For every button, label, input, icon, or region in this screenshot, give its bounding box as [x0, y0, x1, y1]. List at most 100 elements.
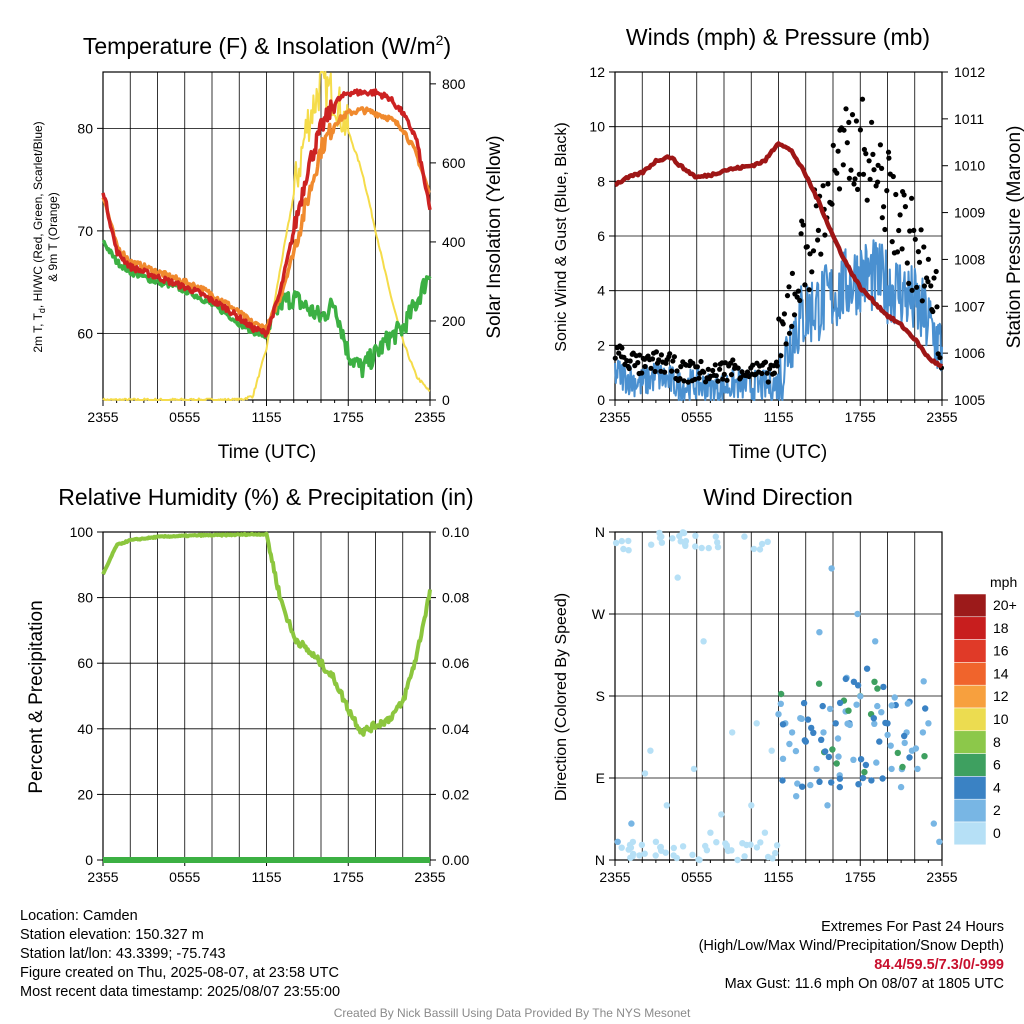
direction-point [775, 711, 782, 718]
gust-point [698, 358, 704, 365]
legend-swatch [953, 776, 987, 800]
direction-point [857, 756, 865, 763]
direction-point [857, 693, 864, 700]
direction-point [925, 720, 932, 727]
direction-point [656, 534, 664, 542]
direction-point [741, 533, 748, 540]
direction-point [832, 720, 839, 727]
gust-point [678, 364, 684, 370]
direction-point [815, 680, 823, 687]
direction-point [807, 781, 814, 789]
gust-point [690, 360, 696, 366]
speed-legend-title: mph [990, 574, 1017, 590]
gust-point [685, 379, 691, 385]
gust-point [879, 215, 885, 221]
direction-point [863, 665, 871, 672]
direction-point [656, 529, 663, 537]
gust-point [937, 355, 943, 361]
max-gust: Max Gust: 11.6 mph On 08/07 at 1805 UTC [724, 976, 1004, 992]
direction-point [677, 538, 684, 545]
direction-point [874, 702, 881, 710]
gust-point [867, 176, 873, 182]
gust-point [844, 140, 850, 146]
gust-point [896, 227, 902, 234]
direction-point [652, 838, 660, 845]
temperature-xtick-label: 2355 [414, 409, 445, 425]
gust-point [750, 362, 756, 368]
legend-label: 14 [993, 665, 1009, 681]
direction-point [919, 729, 927, 736]
gust-point [694, 364, 701, 370]
gust-point [890, 173, 896, 180]
direction-point [872, 638, 879, 645]
temperature-xtick-label: 1755 [333, 409, 364, 425]
direction-point [673, 854, 680, 862]
humidity-ytick-right-label: 0.06 [442, 655, 469, 671]
direction-point [707, 829, 714, 836]
direction-point [914, 765, 921, 773]
station-elevation: Station elevation: 150.327 m [20, 927, 204, 943]
gust-point [800, 222, 806, 228]
direction-point [810, 729, 817, 736]
gust-point [879, 165, 885, 171]
gust-point [881, 204, 887, 210]
gust-point [715, 378, 721, 384]
direction-ytick-label: N [595, 524, 605, 540]
gust-point [674, 368, 680, 374]
direction-point [876, 738, 883, 745]
direction-point [842, 675, 849, 683]
direction-point [871, 678, 878, 685]
gust-point [882, 226, 888, 233]
temperature-ytick-label: 60 [77, 325, 93, 341]
humidity-ytick-label: 60 [77, 655, 93, 671]
legend-label: 4 [993, 779, 1001, 795]
gust-point [815, 227, 822, 233]
gust-point [807, 251, 813, 257]
direction-point [891, 694, 898, 701]
direction-point [901, 739, 908, 747]
legend-label: 6 [993, 757, 1001, 773]
legend-swatch [953, 730, 987, 754]
winds-ytick-right-label: 1008 [954, 251, 985, 267]
legend-swatch [953, 662, 987, 686]
gust-point [765, 379, 771, 385]
legend-swatch [953, 798, 987, 823]
gust-point [717, 366, 723, 372]
gust-point [877, 142, 884, 148]
gust-point [843, 106, 849, 112]
gust-point [860, 171, 867, 177]
winds-ytick-right-label: 1009 [954, 205, 985, 221]
gust-point [762, 359, 769, 365]
gust-point [931, 275, 937, 281]
direction-point [748, 802, 755, 809]
direction-point [625, 537, 632, 545]
direction-point [753, 844, 761, 851]
direction-point [625, 547, 632, 554]
gust-point [720, 376, 726, 382]
direction-point [638, 841, 646, 849]
gust-point [616, 350, 622, 356]
direction-point [826, 705, 834, 713]
gust-point [840, 162, 846, 168]
direction-point [845, 707, 852, 714]
direction-point [680, 529, 688, 537]
gust-point [798, 231, 804, 237]
gust-point [806, 287, 812, 293]
direction-point [899, 763, 906, 771]
temperature-ytick-label: 80 [77, 120, 93, 136]
direction-point [921, 753, 928, 760]
gust-point [915, 249, 922, 255]
direction-point [854, 682, 862, 689]
gust-point [626, 365, 632, 372]
gust-point [934, 304, 940, 310]
gust-point [778, 353, 784, 359]
humidity-ytick-right-label: 0.10 [442, 524, 469, 540]
direction-point [904, 700, 912, 707]
direction-point [773, 842, 781, 849]
direction-point [758, 540, 766, 548]
direction-point [936, 838, 943, 845]
gust-point [784, 293, 791, 299]
direction-point [862, 761, 870, 769]
gust-point [933, 268, 939, 275]
direction-point [880, 683, 887, 691]
